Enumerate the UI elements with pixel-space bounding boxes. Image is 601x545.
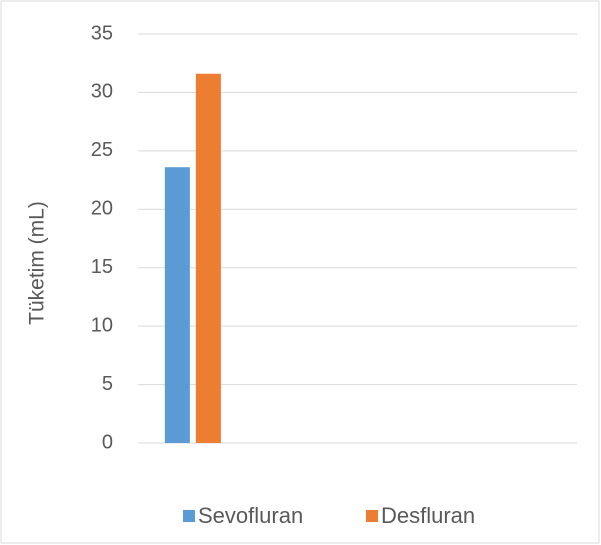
bar — [195, 73, 221, 443]
y-tick-label: 25 — [91, 139, 113, 161]
y-tick-label: 35 — [91, 22, 113, 44]
y-tick-label: 30 — [91, 81, 113, 103]
y-tick-label: 15 — [91, 256, 113, 278]
y-tick-label: 5 — [102, 373, 113, 395]
legend-label: Desfluran — [381, 503, 475, 528]
y-tick-label: 10 — [91, 314, 113, 336]
y-tick-label: 0 — [102, 431, 113, 453]
legend-swatch — [183, 510, 195, 522]
legend-swatch — [366, 510, 378, 522]
y-axis-label: Tüketim (mL) — [26, 201, 49, 325]
bar — [164, 167, 190, 443]
legend-label: Sevofluran — [198, 503, 303, 528]
y-tick-label: 20 — [91, 198, 113, 220]
